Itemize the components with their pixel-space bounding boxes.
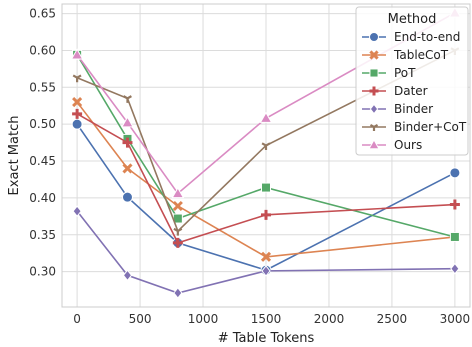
x-tick-label: 3000 [440,312,471,326]
legend-item-binder: Binder [362,102,433,116]
plot-frame [61,3,471,308]
series-dater [72,108,460,248]
legend-label: End-to-end [394,30,460,44]
plot-border [61,3,471,308]
y-tick-label: 0.60 [29,43,56,57]
data-point-binder-cot [173,227,183,236]
legend-item-dater: Dater [362,84,428,98]
legend-label: Ours [394,138,422,152]
legend-marker-binder [369,103,379,115]
legend-label: PoT [394,66,416,80]
legend-item-tablecot: TableCoT [362,48,449,62]
data-point-ours [171,186,185,199]
data-point-binder-cot [72,74,82,83]
data-point-tablecot [72,96,83,108]
series-group [70,6,462,299]
legend: Method End-to-end TableCoT PoT Dater Binder B… [355,6,469,156]
legend-item-end-to-end: End-to-end [362,30,460,44]
x-tick-label: 0 [73,312,81,326]
legend-label: Dater [394,84,428,98]
data-point-dater [72,108,83,119]
data-point-binder [450,262,460,275]
legend-items: End-to-end TableCoT PoT Dater Binder Binder+C… [362,30,467,152]
y-tick-label: 0.65 [29,7,56,21]
y-tick-label: 0.35 [29,228,56,242]
legend-item-ours: Ours [362,138,422,152]
y-tick-label: 0.30 [29,265,56,279]
data-point-dater [449,199,460,210]
legend-marker-end-to-end [369,32,379,42]
y-tick-label: 0.50 [29,117,56,131]
data-point-binder [261,265,271,277]
tick-labels: 0 500 1000 1500 2000 2500 3000 0.30 0.35 0.40 0.45… [29,7,470,326]
data-point-ours [121,116,134,128]
data-point-dater [172,237,183,248]
data-point-binder-cot [123,95,132,103]
data-point-tablecot [172,200,183,212]
data-point-binder [72,205,82,217]
legend-marker-dater [369,86,379,96]
x-tick-label: 500 [129,312,152,326]
legend-marker-ours [368,139,380,150]
data-point-end-to-end [449,167,461,179]
data-point-ours [259,111,273,123]
legend-label: Binder [394,102,433,116]
series-binder [72,205,460,299]
legend-marker-pot [369,68,379,78]
x-tick-label: 2500 [377,312,408,326]
x-tick-label: 1000 [188,312,219,326]
legend-label: Binder+CoT [394,120,467,134]
data-point-dater [261,209,271,220]
data-point-end-to-end [121,191,133,203]
data-point-pot [449,231,460,242]
x-tick-label: 2000 [314,312,345,326]
x-tick-label: 1500 [251,312,282,326]
legend-label: TableCoT [393,48,449,62]
y-tick-label: 0.40 [29,191,56,205]
y-axis-label: Exact Match [7,116,22,196]
data-point-binder [173,287,183,299]
x-axis-label: # Table Tokens [218,331,315,346]
legend-item-binder-cot: Binder+CoT [362,120,467,134]
data-point-dater [122,137,133,148]
data-point-binder-cot [261,142,271,151]
data-point-tablecot [122,163,133,174]
data-point-pot [261,182,271,193]
series-ours [70,6,462,199]
legend-marker-tablecot [369,50,379,60]
legend-box [355,6,469,156]
y-tick-label: 0.45 [29,154,56,168]
legend-marker-binder-cot [369,124,379,132]
data-point-end-to-end [71,118,83,130]
legend-title: Method [388,12,437,27]
data-point-ours [70,48,84,60]
data-point-tablecot [260,251,272,262]
legend-item-pot: PoT [362,66,416,80]
data-point-binder [122,269,133,282]
y-tick-label: 0.55 [29,80,56,94]
